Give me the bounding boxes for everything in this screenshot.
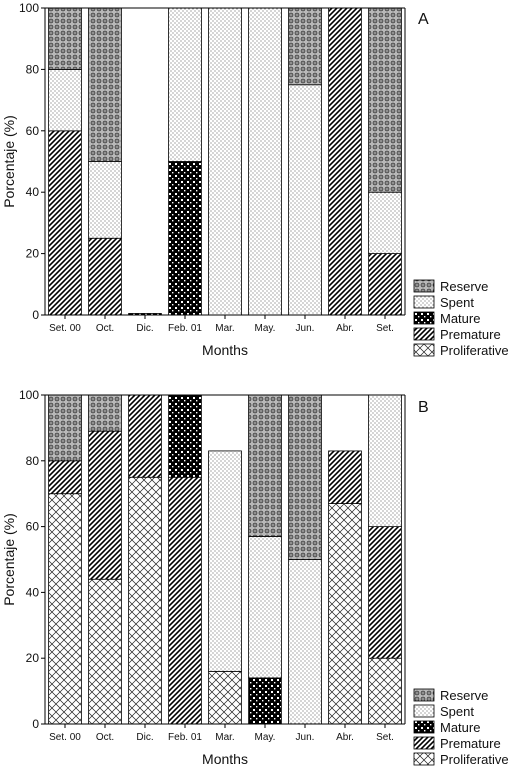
legend-swatch-proliferative	[413, 752, 435, 766]
x-tick-label: Feb. 01	[168, 732, 202, 743]
x-tick-label: Oct.	[96, 732, 114, 743]
bar-segment-premature	[368, 526, 402, 659]
x-tick-label: Feb. 01	[168, 323, 202, 334]
y-tick-label: 60	[26, 520, 40, 534]
legend-label: Premature	[440, 327, 501, 342]
bar-segment-premature	[328, 7, 362, 316]
bar-segment-premature	[328, 450, 362, 504]
y-tick-label: 100	[19, 388, 39, 402]
x-tick-label: Set.	[376, 732, 394, 743]
bar-segment-proliferative	[128, 476, 162, 725]
bar-segment-reserve	[48, 7, 82, 70]
y-tick-label: 40	[26, 585, 40, 599]
bar-segment-premature	[48, 460, 82, 495]
bar-segment-reserve	[288, 7, 322, 86]
panel-label: B	[418, 399, 429, 416]
bar-segment-premature	[128, 394, 162, 478]
legend-swatch-premature	[413, 736, 435, 750]
panel-label: A	[418, 11, 429, 28]
x-tick-label: Set. 00	[49, 323, 81, 334]
legend-swatch-reserve	[413, 279, 435, 293]
bar-segment-spent	[368, 394, 402, 528]
bar-segment-mature	[168, 394, 202, 478]
y-tick-label: 0	[32, 308, 39, 322]
x-tick-label: Jun.	[296, 323, 315, 334]
legend-swatch-spent	[413, 704, 435, 718]
bar-segment-reserve	[288, 394, 322, 560]
x-tick-label: Dic.	[136, 732, 153, 743]
legend-swatch-proliferative	[413, 343, 435, 357]
legend-label: Premature	[440, 736, 501, 751]
legend-label: Mature	[440, 720, 480, 735]
bar-segment-spent	[248, 536, 282, 679]
legend-label: Reserve	[440, 688, 488, 703]
legend-label: Mature	[440, 311, 480, 326]
bar-segment-reserve	[88, 7, 122, 162]
bar-segment-spent	[208, 450, 242, 672]
y-tick-label: 20	[26, 247, 40, 261]
y-tick-label: 80	[26, 454, 40, 468]
bar-segment-spent	[288, 84, 322, 316]
y-tick-label: 0	[32, 717, 39, 731]
y-tick-label: 80	[26, 62, 40, 76]
y-axis-title: Porcentaje (%)	[1, 513, 17, 606]
legend-label: Proliferative	[440, 752, 509, 767]
bar-segment-proliferative	[328, 503, 362, 725]
bar-segment-reserve	[88, 394, 122, 432]
legend-swatch-spent	[413, 295, 435, 309]
bar-segment-reserve	[248, 394, 282, 537]
bar-segment-spent	[288, 559, 322, 725]
x-tick-label: Set. 00	[49, 732, 81, 743]
x-tick-label: Abr.	[336, 323, 354, 334]
x-tick-label: Mar.	[215, 732, 234, 743]
legend-swatch-mature	[413, 720, 435, 734]
bar-segment-proliferative	[208, 670, 242, 725]
bar-segment-premature	[88, 430, 122, 580]
x-tick-label: Set.	[376, 323, 394, 334]
y-tick-label: 40	[26, 185, 40, 199]
chart-panel-b: 0 20 40 60 80 100 Set. 00 Oct. Dic. Feb. 01 Mar. Ma…	[1, 388, 509, 767]
legend-label: Spent	[440, 295, 474, 310]
x-tick-label: Oct.	[96, 323, 114, 334]
bar-segment-mature	[168, 161, 202, 316]
legend-label: Reserve	[440, 279, 488, 294]
bar-segment-spent	[168, 7, 202, 162]
x-axis-title: Months	[202, 751, 248, 767]
y-axis-title: Porcentaje (%)	[1, 115, 17, 208]
x-tick-label: Abr.	[336, 732, 354, 743]
bar-segment-reserve	[368, 7, 402, 193]
bar-segment-spent	[88, 161, 122, 239]
x-tick-label: May.	[255, 323, 276, 334]
x-axis-title: Months	[202, 342, 248, 358]
bar-segment-reserve	[48, 394, 82, 462]
bar-segment-spent	[248, 7, 282, 316]
y-tick-label: 20	[26, 651, 40, 665]
y-tick-label: 60	[26, 124, 40, 138]
legend-label: Spent	[440, 704, 474, 719]
bar-segment-premature	[48, 130, 82, 316]
bar-segment-premature	[168, 476, 202, 725]
bar-segment-proliferative	[368, 657, 402, 725]
chart-panel-a: 0 20 40 60 80 100 Set. 00 Oct. Dic. Feb. 01 Mar. Ma…	[1, 1, 509, 358]
bar-segment-proliferative	[88, 578, 122, 725]
bar-segment-premature	[368, 253, 402, 316]
legend-swatch-mature	[413, 311, 435, 325]
bar-segment-proliferative	[48, 493, 82, 725]
y-tick-label: 100	[19, 1, 39, 15]
bar-segment-spent	[208, 7, 242, 316]
x-tick-label: Jun.	[296, 732, 315, 743]
x-tick-label: Dic.	[136, 323, 153, 334]
bar-segment-premature	[88, 237, 122, 316]
legend-swatch-reserve	[413, 688, 435, 702]
x-tick-label: Mar.	[215, 323, 234, 334]
bar-segment-mature	[248, 677, 282, 725]
x-tick-label: May.	[255, 732, 276, 743]
legend-label: Proliferative	[440, 343, 509, 358]
legend-swatch-premature	[413, 327, 435, 341]
bar-segment-spent	[368, 191, 402, 254]
bar-segment-spent	[48, 69, 82, 132]
